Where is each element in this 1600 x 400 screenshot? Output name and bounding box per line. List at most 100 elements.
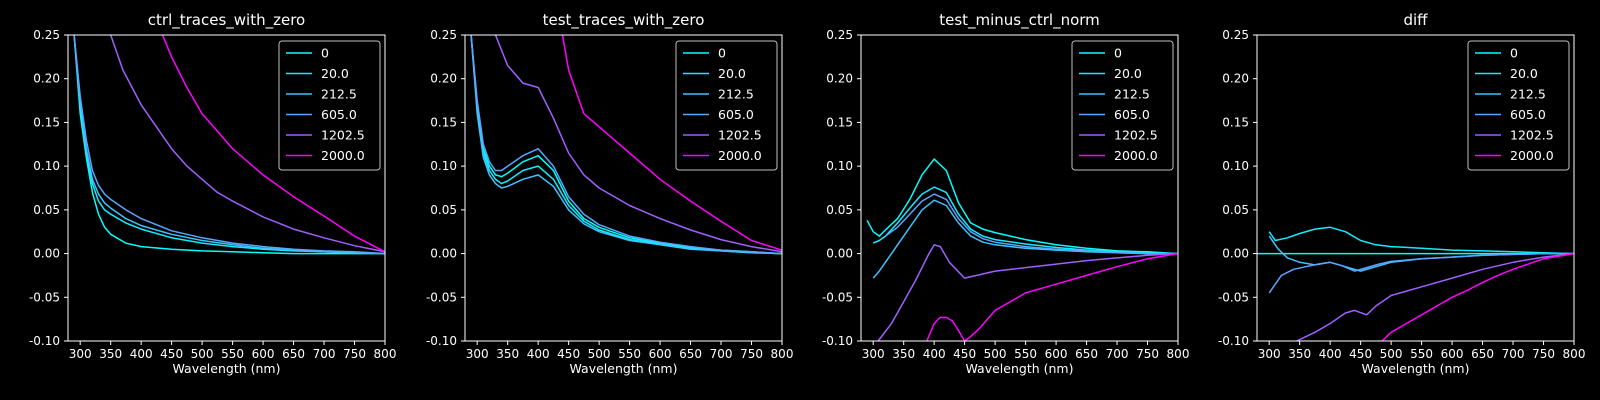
- x-tick-label: 650: [679, 347, 702, 361]
- y-tick-label: 0.25: [1222, 28, 1249, 42]
- y-tick-label: -0.05: [822, 290, 853, 304]
- x-tick-label: 450: [160, 347, 183, 361]
- x-tick-label: 350: [99, 347, 122, 361]
- x-axis-label: Wavelength (nm): [173, 361, 281, 376]
- legend-label: 1202.5: [718, 128, 762, 143]
- x-tick-label: 600: [1045, 347, 1068, 361]
- x-tick-label: 750: [1532, 347, 1555, 361]
- series-line-5: [926, 252, 1178, 341]
- y-tick-label: 0.25: [33, 28, 60, 42]
- x-tick-label: 700: [313, 347, 336, 361]
- series-line-0: [470, 35, 782, 255]
- legend-label: 212.5: [1114, 87, 1150, 102]
- y-tick-label: 0.20: [33, 72, 60, 86]
- legend-label: 0: [1510, 46, 1518, 61]
- y-tick-label: 0.05: [1222, 203, 1249, 217]
- axes-frame: [67, 34, 386, 342]
- x-tick-label: 500: [191, 347, 214, 361]
- y-tick-label: 0.00: [826, 247, 853, 261]
- y-tick-label: 0.20: [826, 72, 853, 86]
- x-tick-label: 750: [740, 347, 763, 361]
- y-tick-label: 0.00: [430, 247, 457, 261]
- series-group: [1257, 226, 1574, 341]
- y-tick-label: 0.15: [33, 115, 60, 129]
- chart-panel-1: ctrl_traces_with_zero -0.10 -0.05 0.00 0.05 0…: [29, 11, 397, 376]
- legend-label: 1202.5: [1114, 128, 1158, 143]
- x-tick-label: 450: [557, 347, 580, 361]
- series-line-4: [109, 35, 385, 253]
- y-tick-label: 0.25: [430, 28, 457, 42]
- series-line-2: [470, 35, 782, 255]
- legend-label: 212.5: [1510, 87, 1546, 102]
- y-tick-label: -0.10: [822, 334, 853, 348]
- series-line-3: [73, 35, 385, 255]
- y-tick-label: -0.10: [1218, 334, 1249, 348]
- x-tick-label: 400: [527, 347, 550, 361]
- series-line-0: [866, 158, 1178, 255]
- x-tick-label: 650: [1471, 347, 1494, 361]
- x-tick-label: 800: [771, 347, 794, 361]
- legend-label: 212.5: [718, 87, 754, 102]
- x-tick-label: 500: [984, 347, 1007, 361]
- y-tick-label: 0.05: [826, 203, 853, 217]
- legend: 0 20.0 212.5 605.0 1202.5 2000.0: [675, 40, 778, 171]
- x-tick-label: 550: [618, 347, 641, 361]
- legend-label: 2000.0: [718, 148, 762, 163]
- x-axis-label: Wavelength (nm): [966, 361, 1074, 376]
- y-tick-label: -0.05: [29, 290, 60, 304]
- x-tick-label: 450: [1349, 347, 1372, 361]
- x-tick-label: 800: [374, 347, 397, 361]
- legend-label: 20.0: [1510, 66, 1538, 81]
- series-line-1: [872, 186, 1178, 255]
- x-tick-label: 700: [1502, 347, 1525, 361]
- x-tick-label: 550: [221, 347, 244, 361]
- legend-label: 0: [1114, 46, 1122, 61]
- y-tick-label: 0.00: [33, 247, 60, 261]
- legend: 0 20.0 212.5 605.0 1202.5 2000.0: [1071, 40, 1174, 171]
- y-tick-label: 0.15: [430, 115, 457, 129]
- y-tick-label: -0.05: [1218, 290, 1249, 304]
- y-tick-label: 0.20: [1222, 72, 1249, 86]
- legend-label: 20.0: [718, 66, 746, 81]
- x-tick-label: 750: [1136, 347, 1159, 361]
- legend-label: 0: [718, 46, 726, 61]
- series-group: [866, 158, 1178, 341]
- chart-title: test_traces_with_zero: [543, 11, 705, 30]
- series-line-4: [877, 244, 1178, 341]
- x-tick-label: 500: [1380, 347, 1403, 361]
- chart-title: test_minus_ctrl_norm: [939, 11, 1100, 30]
- series-line-2: [73, 35, 385, 255]
- series-line-4: [494, 35, 782, 253]
- y-tick-label: 0.05: [33, 203, 60, 217]
- series-line-1: [470, 35, 782, 255]
- legend-label: 20.0: [1114, 66, 1142, 81]
- x-tick-label: 800: [1563, 347, 1586, 361]
- x-tick-label: 700: [1106, 347, 1129, 361]
- axes-frame: [860, 34, 1179, 342]
- y-tick-label: 0.10: [33, 159, 60, 173]
- x-tick-label: 400: [1319, 347, 1342, 361]
- y-tick-label: -0.10: [426, 334, 457, 348]
- legend-label: 0: [321, 46, 329, 61]
- legend-label: 605.0: [1114, 107, 1150, 122]
- legend-label: 2000.0: [1510, 148, 1554, 163]
- axes-frame: [1256, 34, 1575, 342]
- x-tick-label: 750: [343, 347, 366, 361]
- x-tick-label: 350: [496, 347, 519, 361]
- legend-label: 2000.0: [1114, 148, 1158, 163]
- x-tick-label: 650: [282, 347, 305, 361]
- x-tick-label: 500: [588, 347, 611, 361]
- y-tick-label: 0.00: [1222, 247, 1249, 261]
- legend-label: 212.5: [321, 87, 357, 102]
- series-line-4: [1296, 252, 1574, 341]
- x-tick-label: 300: [1258, 347, 1281, 361]
- x-tick-label: 400: [130, 347, 153, 361]
- x-tick-label: 700: [710, 347, 733, 361]
- x-tick-label: 300: [862, 347, 885, 361]
- y-tick-label: 0.20: [430, 72, 457, 86]
- legend-label: 605.0: [321, 107, 357, 122]
- chart-panel-4: diff -0.10 -0.05 0.00 0.05 0.10 0.15 0.20 0.25 30…: [1218, 11, 1586, 376]
- y-tick-label: 0.15: [1222, 115, 1249, 129]
- y-tick-label: 0.25: [826, 28, 853, 42]
- x-tick-label: 450: [953, 347, 976, 361]
